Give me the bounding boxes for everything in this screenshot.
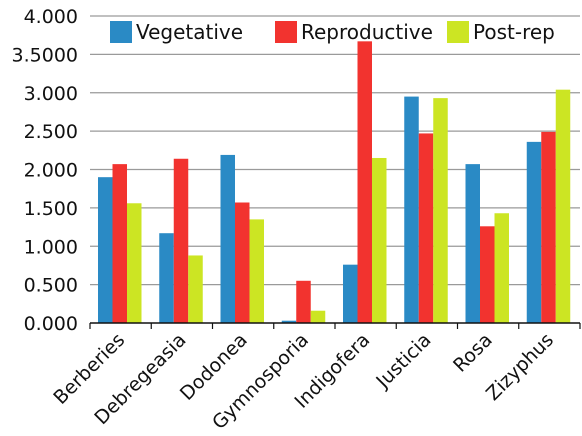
legend-swatch	[447, 21, 469, 43]
legend-swatch	[275, 21, 297, 43]
bar-vegetative	[98, 177, 113, 323]
bar-reproductive	[357, 41, 372, 323]
bar-vegetative	[281, 320, 297, 323]
bar-reproductive	[296, 280, 311, 323]
bar-reproductive	[480, 226, 495, 323]
bar-post-rep	[310, 310, 326, 323]
y-axis-ticks: 0.000 0.500 1.000 1.500 2.000 2.500 3.000 3.500…	[12, 6, 78, 335]
x-tick-label: Justicia	[371, 329, 435, 393]
bar-vegetative	[220, 154, 235, 323]
y-tick-label: 0.500	[24, 275, 78, 297]
x-tick-label: Rosa	[449, 329, 497, 377]
y-tick-label: 1.000	[24, 236, 78, 258]
legend-label: Post-rep	[473, 20, 555, 44]
bar-vegetative	[343, 264, 358, 323]
bar-post-rep	[555, 89, 571, 324]
y-tick-label: 2.000	[24, 160, 78, 182]
legend-label: Reproductive	[301, 20, 433, 44]
bar-vegetative	[159, 233, 174, 323]
bar-vegetative	[404, 96, 419, 324]
bar-reproductive	[235, 202, 250, 323]
legend-swatch	[110, 21, 132, 43]
y-tick-label: 2.500	[24, 121, 78, 143]
bar-reproductive	[418, 133, 434, 323]
bar-reproductive	[541, 131, 556, 323]
y-tick-label: 3.000	[24, 83, 78, 105]
bar-post-rep	[372, 157, 387, 323]
bar-post-rep	[127, 203, 142, 323]
y-tick-label: 4.000	[24, 6, 78, 28]
bar-post-rep	[433, 98, 448, 323]
bar-post-rep	[188, 255, 203, 323]
legend: Vegetative Reproductive Post-rep	[110, 20, 555, 44]
bar-reproductive	[112, 164, 127, 323]
bars	[98, 41, 571, 324]
x-tick-label: Zizyphus	[482, 329, 558, 405]
y-tick-label: 3.5000	[12, 44, 78, 66]
y-tick-label: 1.500	[24, 198, 78, 220]
bar-post-rep	[249, 219, 264, 323]
bar-post-rep	[494, 213, 509, 323]
bar-reproductive	[173, 158, 189, 323]
x-axis-ticks: BerberiesDebregeasiaDodoneaGymnosporiaIn…	[49, 323, 581, 434]
bar-vegetative	[526, 141, 542, 323]
y-tick-label: 0.000	[24, 313, 78, 335]
legend-label: Vegetative	[136, 20, 243, 44]
bar-vegetative	[465, 164, 480, 323]
